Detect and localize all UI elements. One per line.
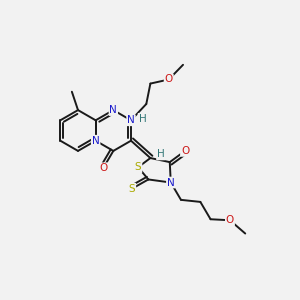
Text: H: H: [157, 149, 165, 159]
Text: S: S: [129, 184, 135, 194]
Text: N: N: [127, 115, 135, 125]
Text: S: S: [135, 162, 142, 172]
Text: O: O: [226, 215, 234, 225]
Text: N: N: [110, 105, 117, 115]
Text: O: O: [165, 74, 173, 85]
Text: N: N: [167, 178, 175, 188]
Text: N: N: [92, 136, 100, 146]
Text: O: O: [181, 146, 189, 156]
Text: H: H: [139, 114, 146, 124]
Text: O: O: [99, 163, 107, 173]
